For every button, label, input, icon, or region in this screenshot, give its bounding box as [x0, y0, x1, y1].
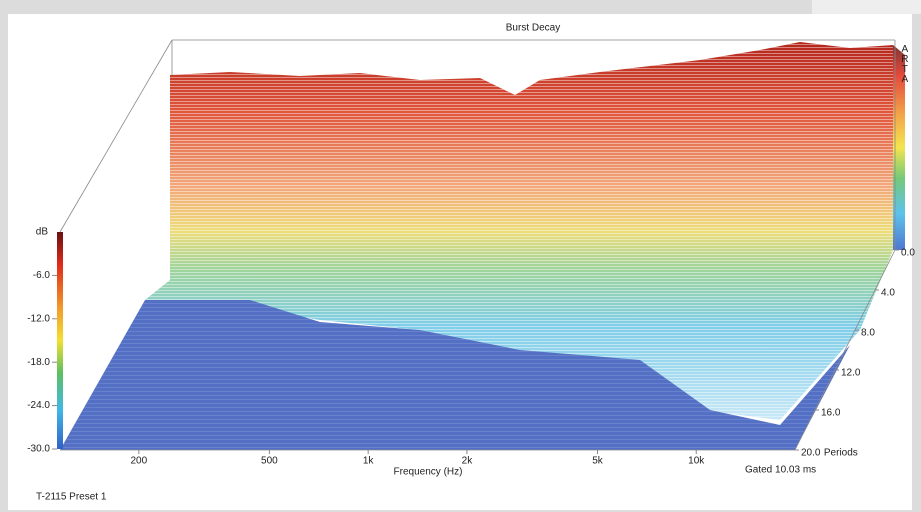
z-axis-label: Periods: [824, 448, 858, 459]
z-tick-label: 20.0: [801, 448, 821, 459]
x-axis-label: Frequency (Hz): [394, 467, 463, 478]
z-tick-label: 16.0: [821, 408, 841, 419]
gate-note: Gated 10.03 ms: [745, 465, 816, 476]
x-tick-label: 1k: [363, 456, 375, 467]
footer: T-2115 Preset 1: [36, 492, 107, 503]
color-scale: [57, 232, 63, 449]
y-tick-label: -12.0: [27, 313, 50, 324]
z-tick-label: 8.0: [861, 328, 875, 339]
y-tick-label: -18.0: [27, 357, 50, 368]
z-tick-label: 4.0: [881, 288, 895, 299]
chart-title: Burst Decay: [506, 23, 560, 34]
z-axis: [794, 249, 896, 451]
y-tick-label: -6.0: [33, 270, 51, 281]
x-tick-label: 2k: [462, 456, 474, 467]
z-tick-label: 0.0: [901, 248, 915, 259]
panel-corner: [812, 0, 921, 14]
y-axis-label: dB: [36, 227, 49, 238]
y-tick-label: -24.0: [27, 400, 50, 411]
brand: ARTA: [899, 44, 910, 84]
x-tick-label: 5k: [592, 456, 604, 467]
x-tick-label: 10k: [688, 456, 705, 467]
surface-ridges: [145, 42, 893, 420]
side-band: [893, 45, 905, 250]
x-tick-label: 500: [261, 456, 278, 467]
z-tick-label: 12.0: [841, 368, 861, 379]
floor-lines: [60, 300, 850, 450]
x-tick-label: 200: [131, 456, 148, 467]
box-edge: [59, 39, 173, 233]
y-tick-label: -30.0: [27, 444, 50, 455]
